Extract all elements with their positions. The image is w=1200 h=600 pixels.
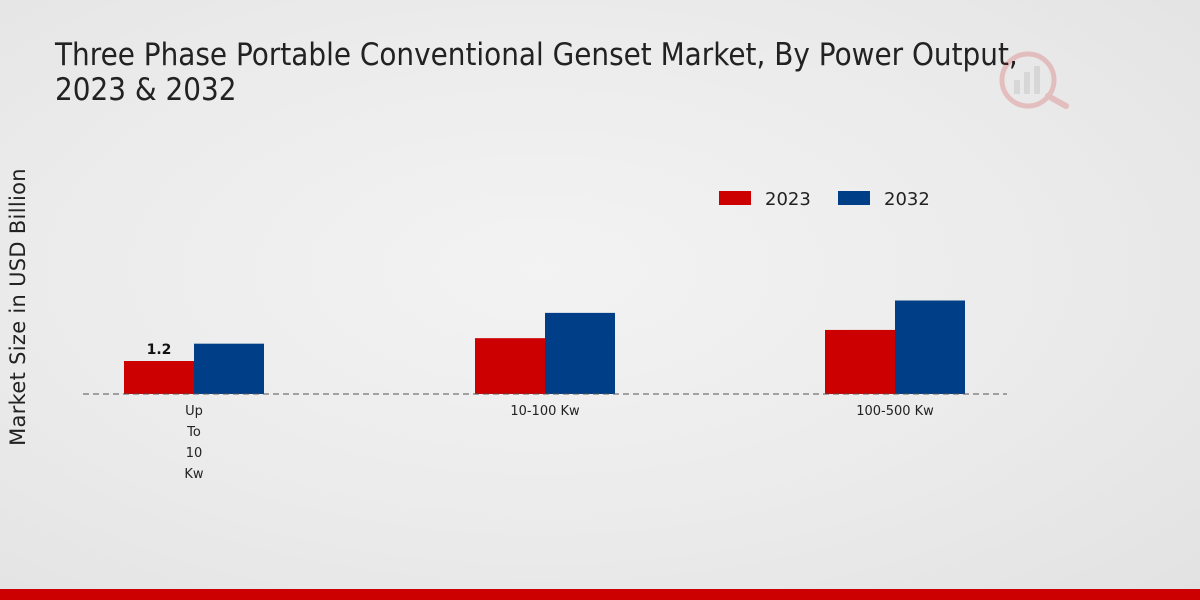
bar-2032-10-100-kw	[545, 312, 615, 394]
bottom-accent-bar	[0, 589, 1200, 600]
legend-label-2023: 2023	[765, 189, 811, 210]
x-tick-label: Up To 10 Kw	[184, 404, 204, 482]
legend-swatch-2023	[719, 191, 751, 205]
x-tick-label: 100-500 Kw	[856, 404, 934, 419]
brand-logo-icon	[999, 51, 1069, 109]
bar-2032-up-to-10-kw	[194, 343, 264, 394]
bar-2023-up-to-10-kw	[124, 361, 194, 394]
bar-2023-100-500-kw	[825, 329, 895, 394]
legend-label-2032: 2032	[884, 189, 930, 210]
x-tick-label: 10-100 Kw	[510, 404, 580, 419]
data-label: 1.2	[147, 342, 172, 358]
legend-swatch-2032	[838, 191, 870, 205]
chart-title: Three Phase Portable Conventional Genset…	[55, 37, 1018, 108]
bar-2032-100-500-kw	[895, 300, 965, 394]
bar-2023-10-100-kw	[475, 338, 545, 394]
